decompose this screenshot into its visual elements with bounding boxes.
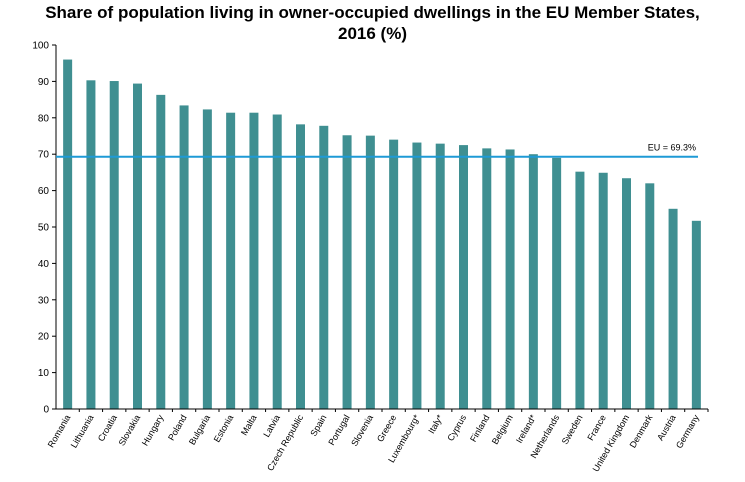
- bar-malta: [249, 112, 259, 409]
- bar-romania: [63, 59, 73, 410]
- bar-netherlands: [552, 157, 562, 409]
- x-tick-label: Denmark: [628, 413, 655, 450]
- bar-italy: [435, 143, 445, 410]
- bar-united-kingdom: [622, 178, 631, 409]
- bar-ireland: [528, 154, 538, 409]
- bar-slovakia: [133, 83, 142, 410]
- x-tick-label: Bulgaria: [187, 413, 212, 447]
- chart-title: Share of population living in owner-occu…: [0, 2, 745, 44]
- bar-cyprus: [459, 145, 468, 409]
- bar-hungary: [156, 94, 166, 410]
- x-tick-label: Lithuania: [69, 413, 96, 450]
- x-tick-label: France: [585, 413, 608, 442]
- x-tick-label: Austria: [655, 413, 678, 442]
- bar-austria: [668, 208, 678, 409]
- bar-finland: [482, 148, 492, 409]
- eu-average-reference: EU = 69.3%: [56, 143, 698, 158]
- bar-france: [598, 172, 608, 409]
- y-tick-label: 70: [38, 150, 50, 161]
- bars: [63, 59, 701, 410]
- x-tick-label: Estonia: [212, 413, 236, 444]
- y-tick-label: 20: [38, 332, 50, 343]
- eu-reference-label: EU = 69.3%: [648, 143, 696, 153]
- y-tick-label: 0: [43, 405, 49, 416]
- x-tick-label: Finland: [468, 413, 491, 444]
- x-tick-label: Croatia: [96, 413, 119, 443]
- x-tick-label: Italy*: [426, 413, 445, 436]
- x-tick-label: Slovenia: [349, 413, 375, 448]
- x-tick-label: Portugal: [326, 413, 351, 447]
- y-tick-label: 100: [32, 41, 49, 52]
- x-tick-label: Germany: [674, 413, 701, 450]
- y-tick-label: 60: [38, 186, 50, 197]
- bar-czech-republic: [296, 124, 305, 410]
- y-tick-label: 80: [38, 113, 50, 124]
- x-tick-label: Belgium: [490, 413, 515, 446]
- x-tick-label: Sweden: [560, 413, 585, 446]
- bar-portugal: [342, 135, 352, 409]
- y-tick-label: 50: [38, 223, 50, 234]
- bar-croatia: [109, 81, 119, 409]
- bar-germany: [691, 220, 701, 409]
- y-axis: 0 10 20 30 40 50 60 70 80 90 100: [32, 41, 57, 416]
- bar-estonia: [226, 112, 236, 409]
- x-tick-label: Spain: [308, 413, 328, 438]
- bar-latvia: [272, 114, 282, 410]
- bar-sweden: [575, 171, 585, 409]
- y-tick-label: 90: [38, 77, 50, 88]
- x-tick-label: Poland: [166, 413, 189, 442]
- x-tick-label: Slovakia: [117, 413, 143, 447]
- bar-luxembourg: [412, 142, 422, 409]
- x-tick-label: Malta: [239, 413, 259, 437]
- x-tick-label: Hungary: [140, 413, 166, 448]
- x-tick-label: Ireland*: [514, 413, 538, 445]
- bar-bulgaria: [202, 109, 212, 409]
- x-tick-label: Cyprus: [445, 413, 468, 443]
- bar-poland: [179, 105, 189, 409]
- bar-spain: [319, 125, 329, 410]
- y-tick-label: 30: [38, 295, 50, 306]
- x-tick-label: Latvia: [261, 413, 282, 439]
- y-tick-label: 10: [38, 368, 50, 379]
- y-tick-label: 40: [38, 259, 50, 270]
- chart-title-line2: 2016 (%): [338, 24, 407, 43]
- chart-title-line1: Share of population living in owner-occu…: [45, 3, 700, 22]
- bar-belgium: [505, 149, 515, 409]
- bar-slovenia: [365, 135, 375, 410]
- bar-denmark: [645, 183, 655, 409]
- bar-greece: [389, 139, 399, 409]
- bar-lithuania: [86, 80, 96, 410]
- x-tick-label: Greece: [375, 413, 398, 444]
